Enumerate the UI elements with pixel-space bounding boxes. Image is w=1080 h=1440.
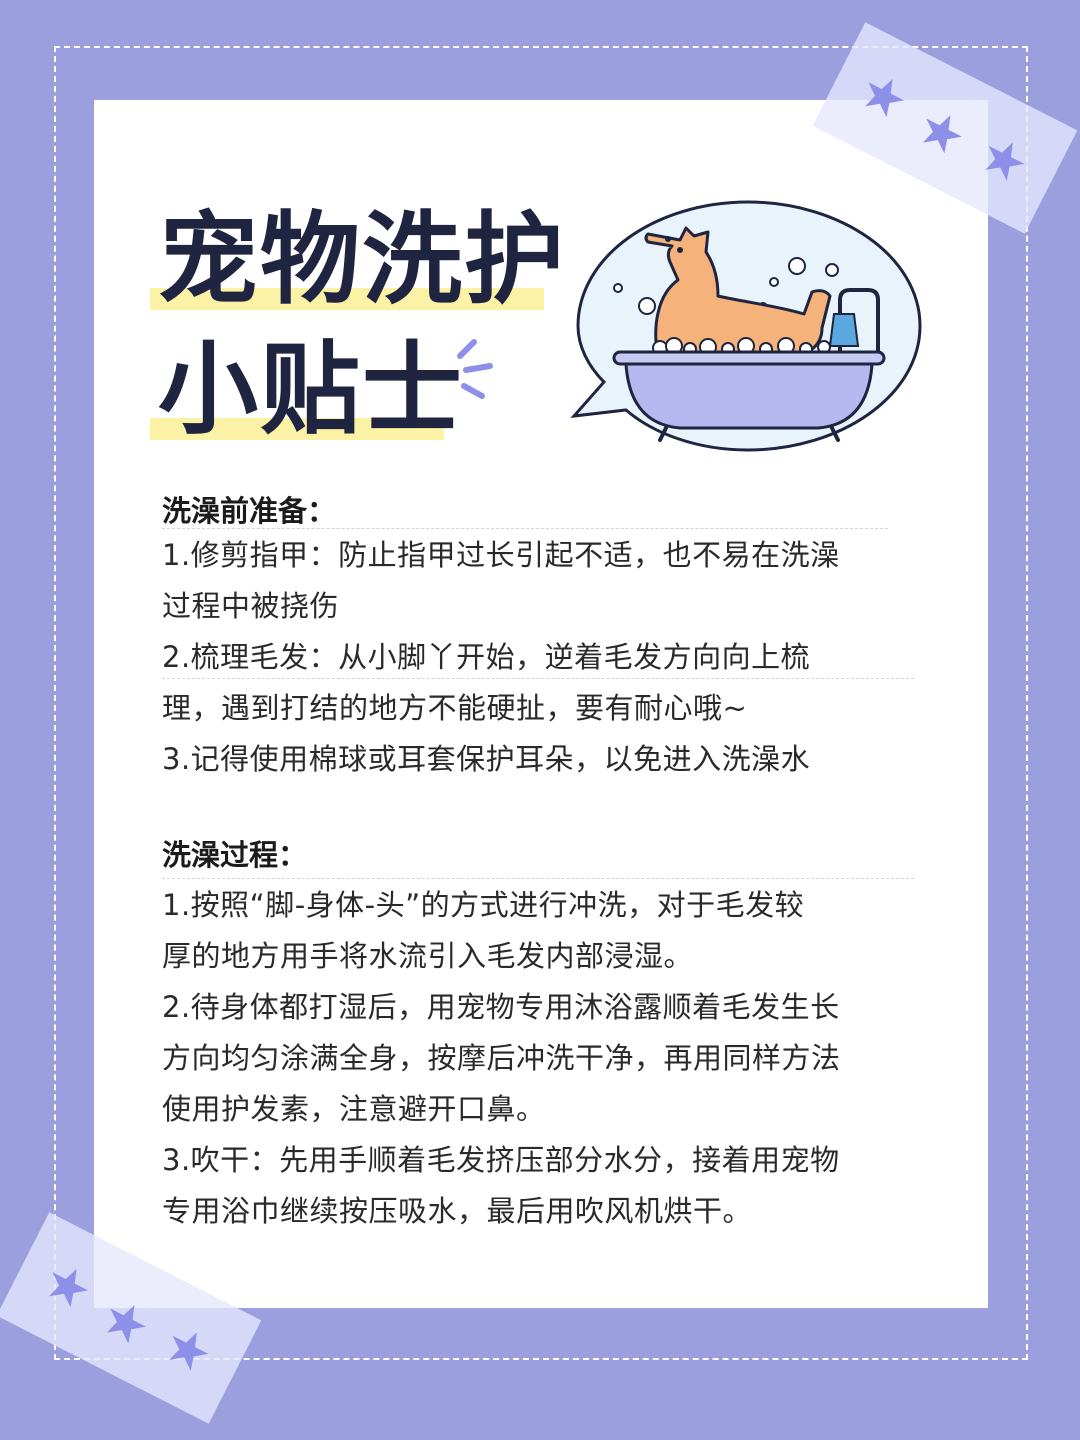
- divider: [162, 678, 914, 679]
- text-line: 3.记得使用棉球或耳套保护耳朵，以免进入洗澡水: [162, 742, 811, 776]
- dashed-frame: [54, 46, 1028, 1360]
- text-line: 3.吹干：先用手顺着毛发挤压部分水分，接着用宠物: [162, 1143, 840, 1177]
- section-body-preparation: 1.修剪指甲：防止指甲过长引起不适，也不易在洗澡 过程中被挠伤 2.梳理毛发：从…: [162, 530, 892, 785]
- divider: [162, 528, 888, 529]
- section-body-process: 1.按照“脚-身体-头”的方式进行冲洗，对于毛发较 厚的地方用手将水流引入毛发内…: [162, 880, 932, 1237]
- page-title-line1: 宠物洗护: [158, 201, 566, 318]
- washi-tape-top: [812, 22, 1078, 234]
- dog-bathtub-icon: [570, 200, 922, 452]
- text-line: 1.按照“脚-身体-头”的方式进行冲洗，对于毛发较: [162, 888, 805, 922]
- section-heading-process: 洗澡过程：: [162, 838, 308, 872]
- text-line: 理，遇到打结的地方不能硬扯，要有耐心哦~: [162, 691, 748, 725]
- divider: [162, 878, 914, 879]
- star-icon: [865, 78, 1025, 181]
- text-line: 2.待身体都打湿后，用宠物专用沐浴露顺着毛发生长: [162, 990, 840, 1024]
- title-highlight: [150, 288, 544, 310]
- section-heading-preparation: 洗澡前准备：: [162, 494, 337, 528]
- text-line: 1.修剪指甲：防止指甲过长引起不适，也不易在洗澡: [162, 538, 840, 572]
- page-title-line2: 小贴士: [158, 331, 464, 448]
- title-highlight: [150, 418, 444, 440]
- text-line: 方向均匀涂满全身，按摩后冲洗干净，再用同样方法: [162, 1041, 841, 1075]
- sparkle-icon: [457, 339, 493, 399]
- text-line: 使用护发素，注意避开口鼻。: [162, 1092, 546, 1126]
- text-line: 厚的地方用手将水流引入毛发内部浸湿。: [162, 939, 694, 973]
- star-icon: [49, 1268, 209, 1371]
- text-line: 过程中被挠伤: [162, 589, 340, 623]
- text-line: 专用浴巾继续按压吸水，最后用吹风机烘干。: [162, 1194, 753, 1228]
- text-line: 2.梳理毛发：从小脚丫开始，逆着毛发方向向上梳: [162, 640, 811, 674]
- washi-tape-bottom: [0, 1212, 262, 1424]
